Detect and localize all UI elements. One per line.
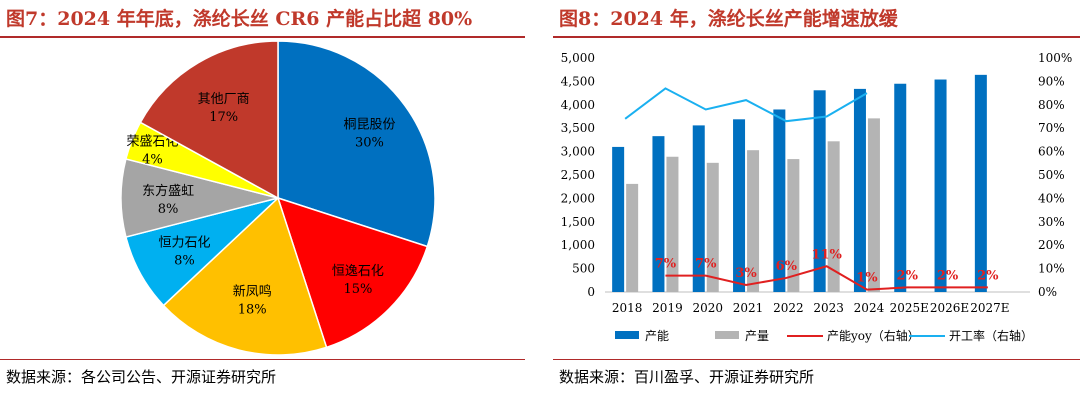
x-axis-tick-label: 2027E (970, 301, 1009, 315)
pie-slice-name-label: 新凤鸣 (233, 283, 272, 299)
bar (934, 79, 947, 292)
bar (612, 146, 625, 292)
y2-axis-tick-label: 40% (1038, 191, 1065, 205)
pie-slice-percent-label: 8% (174, 253, 195, 268)
yoy-data-label: 7% (655, 257, 677, 272)
bar (666, 156, 679, 292)
pie-slice (162, 196, 328, 356)
pie-slice-name-label: 恒逸石化 (332, 264, 384, 279)
right-title-rule (553, 36, 1080, 38)
pie-slice-name-label: 荣盛石化 (126, 134, 178, 149)
left-panel: 图7：2024 年年底，涤纶长丝 CR6 产能占比超 80% 桐昆股份 30% 恒逸… (0, 0, 525, 401)
x-axis-tick-label: 2018 (612, 301, 643, 315)
pie-slice-percent-label: 17% (209, 110, 238, 125)
right-figure-title: 图8：2024 年，涤纶长丝产能增速放缓 (559, 8, 898, 30)
yoy-data-label: 2% (937, 268, 959, 283)
pie-slice-percent-label: 8% (158, 202, 179, 217)
y-axis-tick-label: 2,000 (561, 191, 595, 205)
y2-axis-tick-label: 20% (1038, 238, 1065, 252)
pie-slice-percent-label: 4% (142, 152, 163, 167)
left-title-rule (0, 36, 525, 38)
legend-label: 产能 (645, 329, 669, 343)
bar (652, 136, 665, 292)
left-source-rule (0, 359, 525, 360)
y-axis-tick-label: 4,500 (561, 74, 595, 88)
right-source-note: 数据来源：百川盈孚、开源证券研究所 (559, 368, 815, 386)
bar (813, 90, 826, 293)
y-axis-tick-label: 3,500 (561, 121, 595, 135)
y-axis-tick-label: 500 (572, 262, 595, 276)
series-line (665, 265, 988, 291)
bar (867, 118, 880, 292)
x-axis-tick-label: 2019 (652, 301, 683, 315)
series-line (624, 87, 868, 123)
x-axis-tick-label: 2021 (733, 301, 764, 315)
y2-axis-tick-label: 90% (1038, 74, 1065, 88)
yoy-data-label: 2% (977, 268, 999, 283)
y2-axis-tick-label: 100% (1038, 51, 1072, 65)
bar (853, 88, 866, 292)
pie-slice-name-label: 恒力石化 (158, 235, 210, 250)
pie-slice-percent-label: 18% (238, 302, 267, 317)
bar-line-chart: 0 500 1,000 1,500 2,000 2,500 3,000 3,500 4,000 4… (561, 51, 1073, 343)
pie-slice (277, 40, 436, 248)
y-axis-tick-label: 3,000 (561, 145, 595, 159)
yoy-data-label: 3% (735, 266, 757, 281)
yoy-data-label: 2% (897, 268, 919, 283)
y-axis-tick-label: 0 (587, 285, 595, 299)
pie-slice-percent-label: 15% (343, 282, 372, 297)
y2-axis-tick-label: 50% (1038, 168, 1065, 182)
legend-label: 开工率（右轴） (949, 328, 1033, 343)
pie-slice-name-label: 桐昆股份 (343, 118, 395, 133)
yoy-data-label: 7% (695, 257, 717, 272)
right-source-rule (553, 359, 1080, 360)
y2-axis-tick-label: 0% (1038, 285, 1057, 299)
y2-axis-tick-label: 30% (1038, 215, 1065, 229)
y-axis-tick-label: 2,500 (561, 168, 595, 182)
x-axis-tick-label: 2024 (854, 301, 885, 315)
bar (626, 183, 639, 292)
y2-axis-tick-label: 60% (1038, 145, 1065, 159)
pie-slice-percent-label: 30% (355, 136, 384, 151)
y-axis-tick-label: 1,000 (561, 238, 595, 252)
x-axis-tick-label: 2023 (813, 301, 844, 315)
pie-slice (276, 196, 429, 349)
yoy-data-label: 11% (811, 247, 842, 262)
legend-label: 产量 (745, 329, 769, 343)
legend-label: 产能yoy（右轴） (827, 328, 920, 343)
y-axis-tick-label: 1,500 (561, 215, 595, 229)
bar (706, 162, 719, 292)
bar (733, 119, 746, 292)
y-axis-tick-label: 5,000 (561, 51, 595, 65)
right-panel: 图8：2024 年，涤纶长丝产能增速放缓 0 500 1,000 1,500 2,000… (553, 0, 1080, 401)
bar (787, 159, 800, 292)
x-axis-tick-label: 2026E (930, 301, 969, 315)
bar (773, 109, 786, 292)
left-source-note: 数据来源：各公司公告、开源证券研究所 (6, 368, 277, 386)
bar (692, 125, 705, 292)
bar (974, 74, 987, 293)
x-axis-tick-label: 2025E (890, 301, 929, 315)
legend-swatch (715, 331, 739, 339)
y2-axis-tick-label: 80% (1038, 98, 1065, 112)
pie-slice-name-label: 其他厂商 (198, 92, 250, 107)
y2-axis-tick-label: 70% (1038, 121, 1065, 135)
pie-slice-name-label: 东方盛虹 (142, 183, 194, 199)
pie-chart: 桐昆股份 30% 恒逸石化 15% 新凤鸣 18% 恒力石化 8% 东方盛虹 8% 荣盛石化 4% 其他… (120, 40, 436, 356)
y2-axis-tick-label: 10% (1038, 262, 1065, 276)
left-figure-title: 图7：2024 年年底，涤纶长丝 CR6 产能占比超 80% (6, 8, 473, 30)
x-axis-tick-label: 2022 (773, 301, 804, 315)
pie-slice (139, 40, 279, 200)
yoy-data-label: 6% (776, 259, 798, 274)
yoy-data-label: 1% (856, 271, 878, 286)
legend-swatch (615, 331, 639, 339)
bar (894, 83, 907, 292)
bar (747, 150, 760, 292)
bar (827, 141, 840, 292)
x-axis-tick-label: 2020 (692, 301, 723, 315)
y-axis-tick-label: 4,000 (561, 98, 595, 112)
